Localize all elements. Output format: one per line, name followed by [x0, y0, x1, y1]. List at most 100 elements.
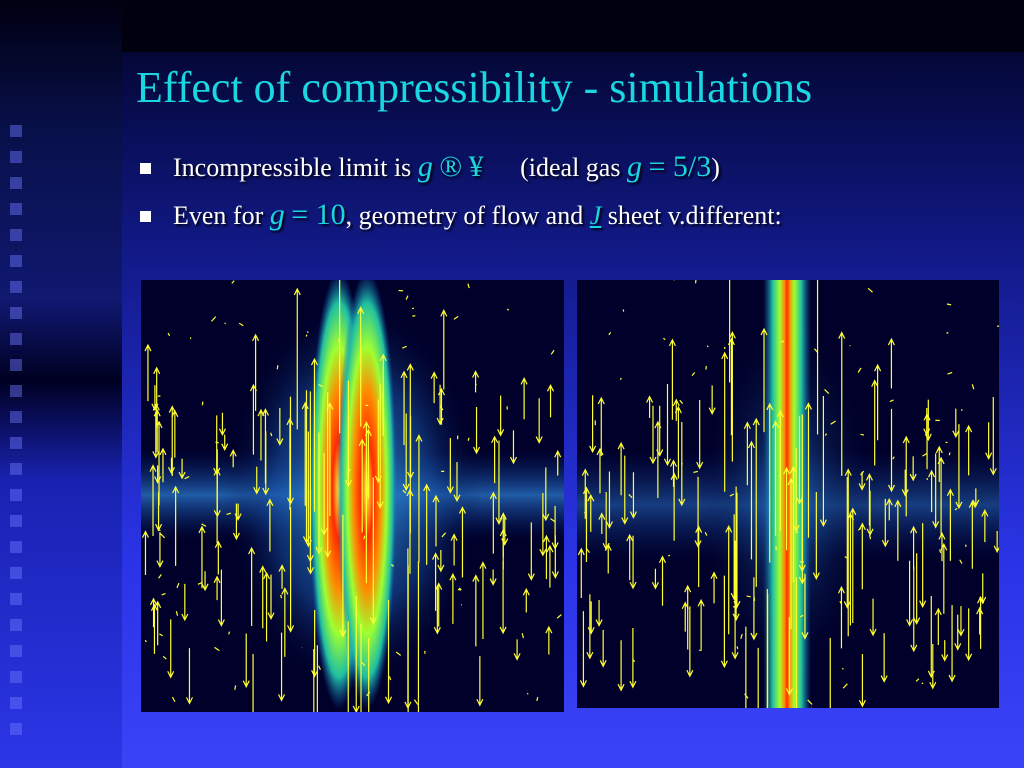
velocity-vector-tick [922, 452, 928, 457]
bullet-incompressible-limit: Incompressible limit is g ® ¥ (ideal gas… [140, 150, 720, 184]
velocity-vector-arrow [597, 396, 605, 457]
velocity-vector-arrow [816, 280, 819, 435]
velocity-vector-arrow [509, 430, 518, 465]
velocity-vector-arrow [727, 337, 735, 436]
bullet-square-icon [140, 162, 151, 174]
velocity-vector-arrow [934, 607, 942, 646]
bullet-even-for: Even for g = 10, geometry of flow and J … [140, 198, 782, 232]
velocity-vector-arrow [965, 608, 973, 662]
velocity-vector-arrow [795, 415, 804, 505]
velocity-vector-arrow [776, 409, 784, 532]
velocity-vector-arrow [838, 331, 846, 476]
velocity-vector-arrow [708, 385, 716, 416]
velocity-vector-tick [867, 287, 873, 293]
velocity-vector-arrow [579, 611, 587, 688]
velocity-vector-arrow [674, 405, 682, 479]
velocity-vector-arrow [430, 371, 438, 404]
velocity-vector-arrow [887, 337, 895, 389]
velocity-vector-arrow [602, 492, 610, 551]
velocity-vector-tick [799, 614, 804, 618]
velocity-vector-arrow [658, 555, 667, 606]
velocity-vector-arrow [153, 366, 161, 406]
velocity-vector-tick [679, 399, 684, 405]
velocity-vector-arrow [932, 453, 940, 529]
velocity-vector-arrow [281, 587, 289, 657]
velocity-vector-arrow [617, 441, 625, 496]
velocity-vector-tick [807, 699, 813, 705]
velocity-vector-arrow [368, 637, 370, 712]
velocity-vector-tick [839, 600, 842, 604]
velocity-vector-arrow [278, 564, 286, 589]
velocity-vector-arrow [433, 586, 441, 635]
velocity-vector-arrow [407, 565, 409, 712]
velocity-vector-tick [775, 546, 777, 551]
velocity-vector-arrow [732, 486, 740, 622]
velocity-vector-tick [681, 462, 683, 465]
velocity-vector-tick [556, 614, 562, 619]
velocity-vector-arrow [218, 412, 226, 437]
velocity-vector-arrow [881, 498, 889, 548]
velocity-vector-arrow [362, 420, 370, 584]
velocity-vector-arrow [499, 528, 507, 570]
velocity-vector-arrow [745, 626, 747, 708]
velocity-vector-arrow [946, 488, 954, 561]
velocity-vector-arrow [787, 477, 795, 630]
velocity-vector-tick [167, 332, 171, 337]
velocity-vector-tick [363, 535, 366, 540]
velocity-vector-tick [583, 511, 586, 514]
velocity-vector-tick [830, 420, 836, 425]
velocity-vector-arrow [937, 456, 945, 535]
velocity-vector-arrow [605, 471, 613, 529]
velocity-vector-arrow [313, 648, 315, 712]
velocity-vector-arrow [976, 606, 984, 635]
velocity-vector-arrow [772, 420, 780, 537]
velocity-vector-arrow [472, 574, 480, 647]
velocity-vector-arrow [965, 424, 973, 476]
decorative-square [10, 541, 22, 553]
velocity-vector-tick [201, 523, 207, 527]
velocity-vector-arrow [629, 628, 637, 689]
velocity-vector-arrow [347, 621, 349, 712]
velocity-vector-arrow [968, 500, 976, 569]
velocity-vector-arrow [315, 432, 323, 555]
velocity-vector-arrow [948, 605, 956, 683]
velocity-vector-tick [746, 595, 751, 598]
velocity-vector-arrow [376, 383, 384, 509]
velocity-vector-tick [860, 470, 865, 476]
velocity-vector-arrow [909, 456, 917, 482]
velocity-vector-arrow [885, 497, 893, 521]
velocity-vector-arrow [476, 656, 484, 707]
decorative-square [10, 645, 22, 657]
decorative-square [10, 489, 22, 501]
velocity-vector-arrow [546, 544, 554, 588]
velocity-vector-arrow [168, 405, 176, 476]
velocity-vector-arrow [339, 280, 341, 434]
velocity-vector-arrow [499, 560, 507, 635]
decorative-square [10, 229, 22, 241]
velocity-vector-tick [276, 365, 279, 370]
velocity-vector-tick [608, 332, 612, 336]
velocity-vector-arrow [812, 492, 820, 580]
velocity-vector-tick [740, 633, 743, 640]
velocity-vector-tick [171, 696, 176, 702]
velocity-vector-tick [971, 384, 975, 390]
velocity-vector-arrow [710, 571, 718, 604]
velocity-vector-arrow [929, 643, 937, 690]
velocity-vector-arrow [287, 507, 295, 633]
velocity-vector-arrow [728, 331, 736, 462]
velocity-vector-arrow [766, 402, 774, 563]
velocity-vector-arrow [837, 585, 845, 649]
velocity-vector-arrow [267, 574, 275, 620]
velocity-vector-arrow [491, 435, 499, 484]
velocity-vector-arrow [266, 498, 274, 552]
velocity-vector-tick [144, 639, 147, 643]
velocity-vector-tick [954, 507, 958, 511]
decorative-square [10, 255, 22, 267]
velocity-vector-arrow [894, 499, 902, 561]
velocity-vector-arrow [924, 399, 932, 442]
bullet-text: Even for [173, 201, 270, 230]
velocity-vector-arrow [902, 435, 910, 517]
velocity-vector-arrow [286, 417, 294, 510]
velocity-vector-arrow [599, 629, 607, 668]
decorative-square [10, 125, 22, 137]
